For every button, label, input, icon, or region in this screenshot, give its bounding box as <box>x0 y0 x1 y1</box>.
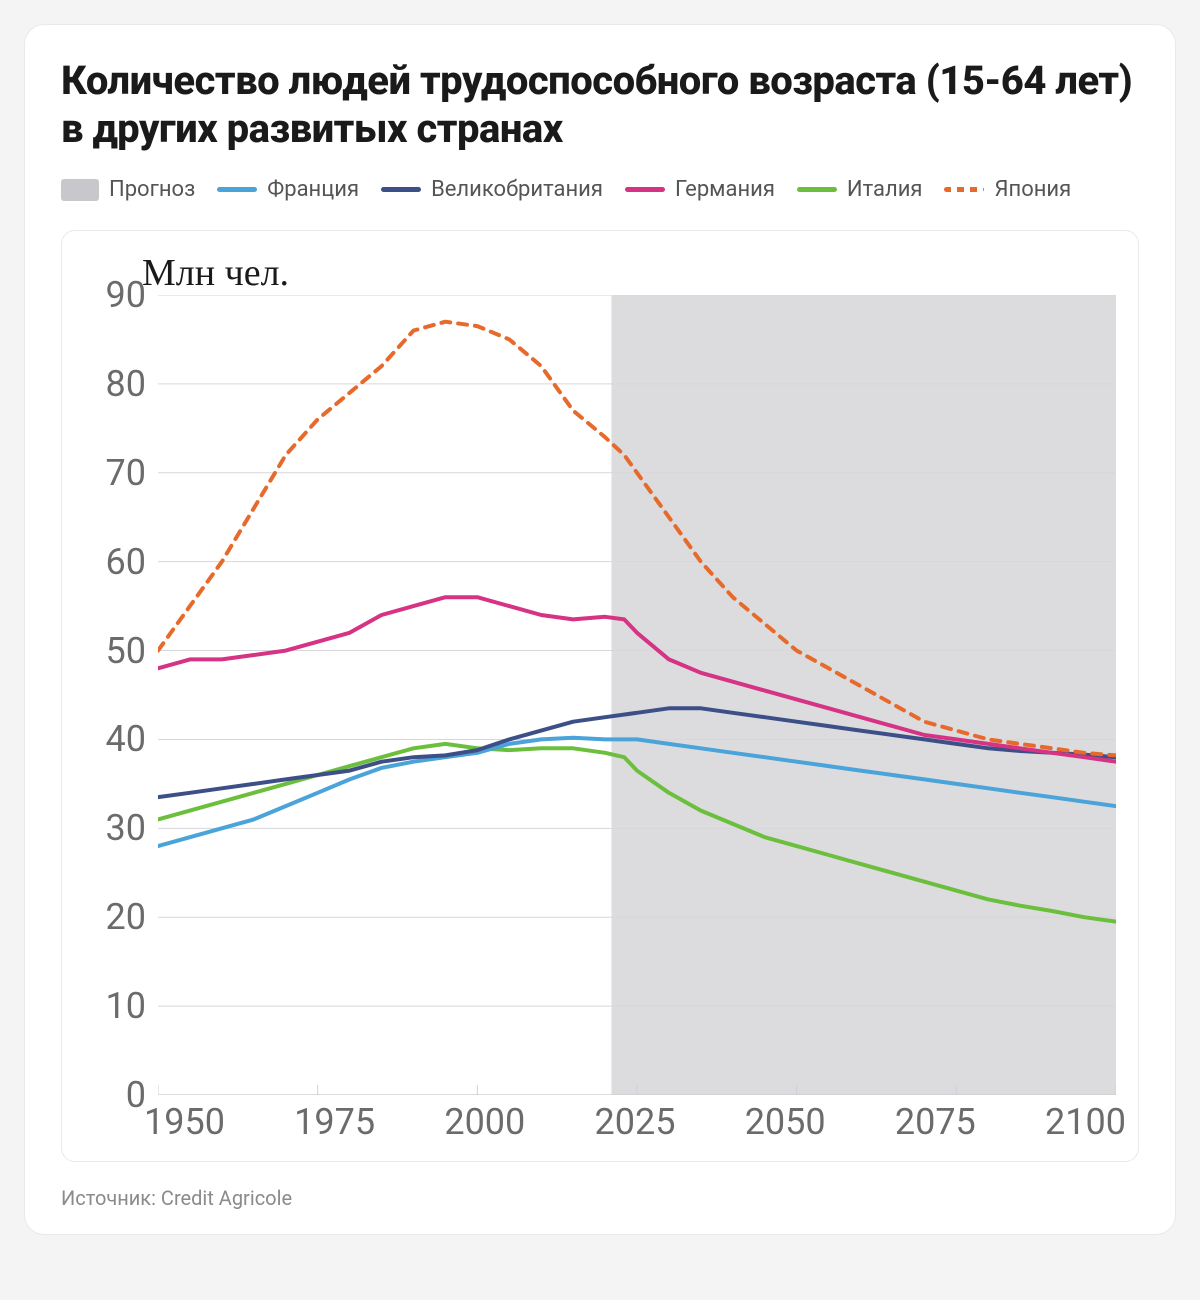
legend-item-forecast: Прогноз <box>61 177 195 202</box>
legend-item-germany: Германия <box>625 177 775 202</box>
legend: Прогноз Франция Великобритания Германия Итал… <box>61 177 1139 202</box>
x-tick: 2050 <box>745 1101 826 1143</box>
legend-swatch <box>944 187 984 192</box>
forecast-band <box>611 295 1116 1095</box>
legend-label: Германия <box>675 177 775 202</box>
y-axis-title: Млн чел. <box>142 251 1116 295</box>
plot-svg <box>158 295 1116 1095</box>
legend-item-france: Франция <box>217 177 359 202</box>
x-tick: 2075 <box>895 1101 976 1143</box>
legend-label: Италия <box>847 177 923 202</box>
x-tick: 2100 <box>1045 1101 1126 1143</box>
chart-frame: Млн чел. 9080706050403020100 1950 1975 200… <box>61 230 1139 1162</box>
legend-label: Великобритания <box>431 177 603 202</box>
x-tick: 1950 <box>144 1101 225 1143</box>
x-tick: 2025 <box>595 1101 676 1143</box>
legend-swatch <box>797 187 837 192</box>
legend-label: Япония <box>994 177 1071 202</box>
legend-label: Прогноз <box>109 177 195 202</box>
chart-row: 9080706050403020100 <box>84 295 1116 1095</box>
legend-item-japan: Япония <box>944 177 1071 202</box>
chart-title: Количество людей трудоспособного возраст… <box>61 57 1139 153</box>
legend-swatch <box>381 187 421 192</box>
x-tick: 1975 <box>294 1101 375 1143</box>
x-tick: 2000 <box>444 1101 525 1143</box>
legend-swatch <box>217 187 257 192</box>
legend-item-italy: Италия <box>797 177 923 202</box>
legend-swatch <box>61 179 99 201</box>
plot-area <box>158 295 1116 1095</box>
legend-label: Франция <box>267 177 359 202</box>
source-label: Источник: Credit Agricole <box>61 1186 1139 1210</box>
x-axis: 1950 1975 2000 2025 2050 2075 2100 <box>144 1101 1126 1143</box>
legend-item-uk: Великобритания <box>381 177 603 202</box>
chart-card: Количество людей трудоспособного возраст… <box>24 24 1176 1235</box>
y-axis: 9080706050403020100 <box>84 295 146 1095</box>
legend-swatch <box>625 187 665 192</box>
